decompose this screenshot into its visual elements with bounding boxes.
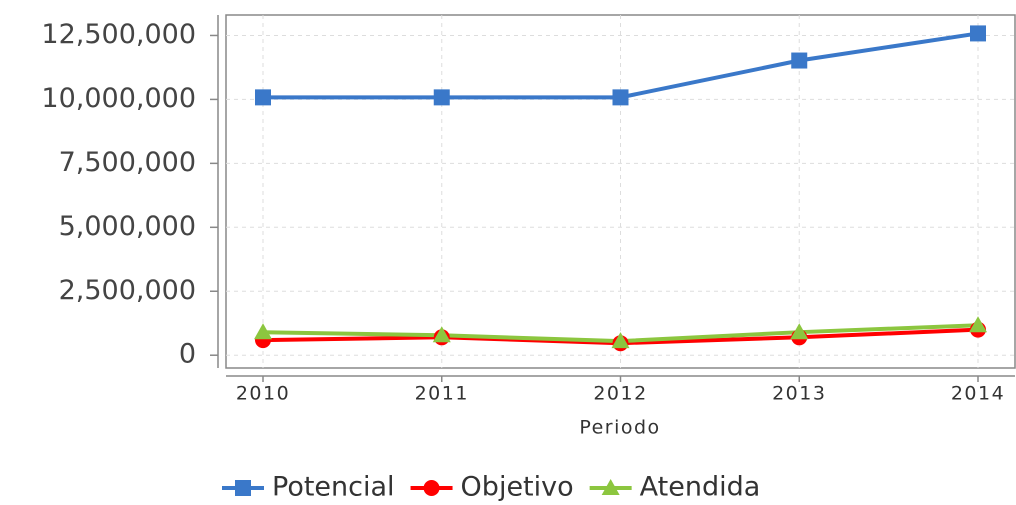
x-tick-label: 2012 [593,383,647,405]
y-tick-label: 5,000,000 [59,211,196,242]
y-tick-label: 12,500,000 [41,19,196,50]
x-tick-label: 2013 [772,383,826,405]
x-tick-label: 2011 [415,383,469,405]
point [612,89,629,106]
legend-label: Atendida [640,472,761,503]
y-tick-label: 0 [179,339,196,370]
legend-marker [601,479,620,495]
legend-marker [235,480,251,496]
y-tick-label: 7,500,000 [59,147,196,178]
x-tick-label: 2014 [951,383,1005,405]
point [432,326,451,343]
legend-label: Potencial [272,472,395,503]
point [433,89,450,106]
point [969,316,987,333]
point [970,25,986,42]
point [791,52,808,69]
x-axis-label: Periodo [579,417,660,439]
legend-label: Objetivo [461,472,574,503]
y-tick-label: 2,500,000 [59,275,196,306]
point [254,323,272,340]
y-tick-label: 10,000,000 [41,83,196,114]
point [790,323,809,340]
point [255,89,271,106]
x-tick-label: 2010 [236,383,290,405]
point [611,332,630,349]
legend-marker [423,480,440,496]
